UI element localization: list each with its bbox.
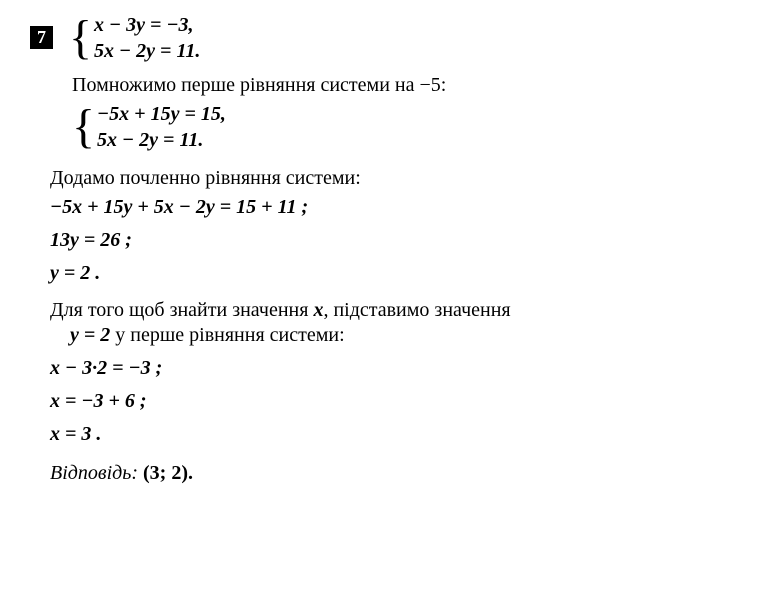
system2-eq1: −5x + 15y = 15,: [97, 101, 226, 127]
text4-var: y = 2: [70, 324, 110, 346]
step-3: y = 2 .: [50, 262, 730, 285]
answer-label: Відповідь:: [50, 462, 138, 484]
text3b: , підставимо значення: [323, 299, 510, 321]
text3-var: x: [313, 299, 323, 321]
problem-number: 7: [30, 26, 53, 49]
text4b: у перше рівняння системи:: [110, 324, 344, 346]
text-substitute-2: y = 2 у перше рівняння системи:: [70, 324, 730, 347]
answer-value: (3; 2).: [143, 462, 193, 484]
system2-eq2: 5x − 2y = 11.: [97, 127, 226, 153]
system-1: { x − 3y = −3, 5x − 2y = 11.: [69, 12, 200, 64]
brace-icon: {: [72, 103, 95, 151]
step-2: 13y = 26 ;: [50, 229, 730, 252]
text-substitute-1: Для того щоб знайти значення x, підстави…: [50, 299, 730, 322]
step-6: x = 3 .: [50, 423, 730, 446]
step-5: x = −3 + 6 ;: [50, 390, 730, 413]
system1-eq2: 5x − 2y = 11.: [94, 38, 200, 64]
text-add: Додамо почленно рівняння системи:: [50, 167, 730, 190]
system1-eq1: x − 3y = −3,: [94, 12, 200, 38]
brace-icon: {: [69, 14, 92, 62]
answer: Відповідь: (3; 2).: [50, 462, 730, 485]
text3a: Для того щоб знайти значення: [50, 299, 313, 321]
system-2: { −5x + 15y = 15, 5x − 2y = 11.: [72, 101, 730, 153]
text-multiply: Помножимо перше рівняння системи на −5:: [72, 74, 730, 97]
step-4: x − 3·2 = −3 ;: [50, 357, 730, 380]
step-1: −5x + 15y + 5x − 2y = 15 + 11 ;: [50, 196, 730, 219]
